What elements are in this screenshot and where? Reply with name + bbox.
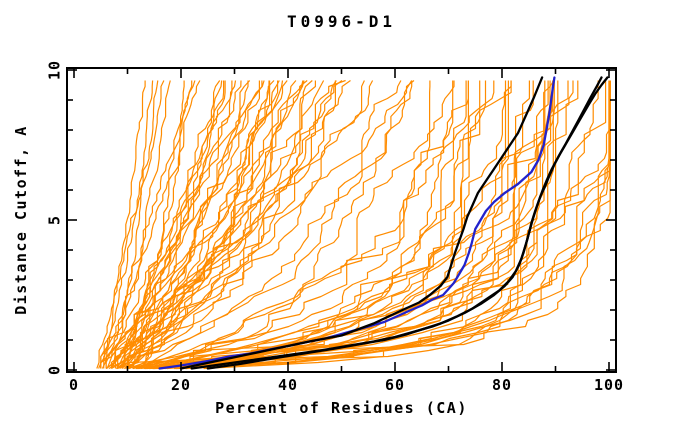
y-tick-label: 5 <box>46 215 64 225</box>
ensemble-curve <box>141 80 325 369</box>
y-tick-label: 10 <box>46 60 64 80</box>
y-tick-labels: 0 5 10 <box>46 60 64 375</box>
x-tick-label: 0 <box>69 376 79 394</box>
ensemble-curve <box>105 80 316 369</box>
ensemble-curve <box>105 80 271 369</box>
y-tick-label: 0 <box>46 365 64 375</box>
plot-title: T0996-D1 <box>286 12 397 31</box>
plot-frame <box>66 67 617 373</box>
ensemble-curve <box>116 80 260 369</box>
ensemble-curve <box>149 80 481 369</box>
ensemble-curve <box>105 80 159 369</box>
ensemble-curve <box>132 80 304 369</box>
black-curve-3 <box>206 76 609 370</box>
black-curve-1 <box>179 76 544 370</box>
ensemble-curve <box>121 80 415 369</box>
ensemble-curve <box>203 80 611 370</box>
ensemble-curve <box>96 80 146 369</box>
x-axis-label: Percent of Residues (CA) <box>215 399 468 417</box>
ensemble-curve <box>170 80 599 369</box>
x-tick-label: 20 <box>171 376 191 394</box>
x-tick-label: 100 <box>594 376 624 394</box>
ensemble-curve <box>114 80 351 369</box>
y-axis-label: Distance Cutoff, A <box>12 125 30 315</box>
x-tick-label: 60 <box>385 376 405 394</box>
ensemble-curve <box>129 80 337 369</box>
ensemble-curve <box>103 80 201 369</box>
ensemble-curve <box>138 80 455 370</box>
ensemble-curve <box>127 80 374 370</box>
ensemble-curve <box>110 80 171 369</box>
ensemble-curve <box>146 80 574 370</box>
ensemble-curve <box>101 80 154 369</box>
ensemble-curve <box>100 80 270 369</box>
x-tick-labels: 0 20 40 60 80 100 <box>69 376 624 394</box>
ensemble-curve <box>100 80 225 369</box>
ensemble-curve <box>154 80 607 370</box>
ensemble-curve <box>125 80 251 369</box>
ensemble-curve <box>100 80 165 369</box>
ensemble-curve <box>165 80 512 370</box>
ensemble-curve <box>149 80 549 370</box>
ensemble-curve <box>185 80 610 370</box>
ensemble-curve <box>173 80 611 370</box>
ensemble-curve <box>144 80 495 370</box>
axis-ticks <box>68 69 615 371</box>
ensemble-curve <box>149 80 512 370</box>
x-tick-label: 40 <box>278 376 298 394</box>
x-tick-label: 80 <box>492 376 512 394</box>
ensemble-curve <box>136 80 413 370</box>
ensemble-curve <box>164 80 546 370</box>
ensemble-curve <box>123 80 308 370</box>
ensemble-curve <box>132 80 365 370</box>
ensemble-curve <box>132 80 431 370</box>
highlighted-curves <box>158 76 609 370</box>
ensemble-curves <box>96 79 611 370</box>
ensemble-curve <box>127 80 305 369</box>
ensemble-curve <box>111 79 346 370</box>
ensemble-curve <box>125 80 343 370</box>
ensemble-curve <box>100 80 242 369</box>
ensemble-curve <box>144 80 555 370</box>
ensemble-curve <box>128 80 469 370</box>
ensemble-curve <box>156 80 509 369</box>
ensemble-curve <box>106 80 265 369</box>
